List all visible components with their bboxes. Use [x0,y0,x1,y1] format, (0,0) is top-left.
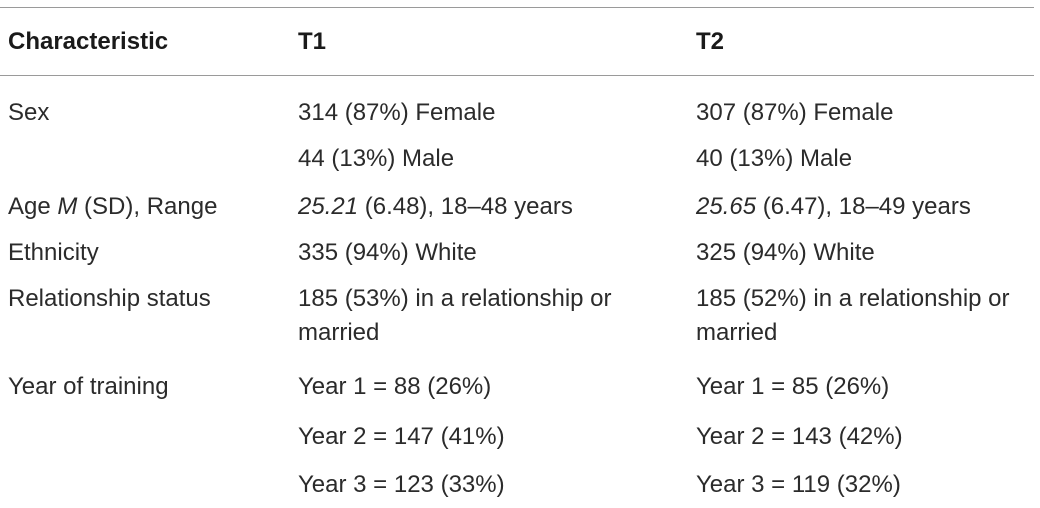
row-label: Age M (SD), Range [8,193,218,220]
table-row: Age M (SD), Range 25.21 (6.48), 18–48 ye… [0,184,1040,230]
table-top-rule [0,7,1034,8]
t2-value: Year 1 = 85 (26%) [696,373,890,400]
row-label: Relationship status [8,285,211,312]
t2-value: Year 2 = 143 (42%) [696,423,903,450]
t2-value: 40 (13%) Male [696,145,853,172]
t2-value: 25.65 (6.47), 18–49 years [696,193,971,220]
t2-value: 325 (94%) White [696,239,875,266]
t1-value: 44 (13%) Male [298,145,455,172]
table-header-row: Characteristic T1 T2 [0,20,1040,64]
table-row: Year 2 = 147 (41%) Year 2 = 143 (42%) [0,414,1040,462]
t1-value: 314 (87%) Female [298,99,496,126]
t1-value: Year 3 = 123 (33%) [298,471,505,498]
table-row: Ethnicity 335 (94%) White 325 (94%) Whit… [0,230,1040,276]
t2-value: Year 3 = 119 (32%) [696,471,901,498]
header-t2: T2 [696,28,725,55]
row-label: Sex [8,99,50,126]
table-header-rule [0,75,1034,76]
t2-value: 307 (87%) Female [696,99,894,126]
t1-value: Year 2 = 147 (41%) [298,423,505,450]
table-row: Sex 314 (87%) Female 307 (87%) Female [0,90,1040,136]
table-row: Year of training Year 1 = 88 (26%) Year … [0,364,1040,414]
t1-value: 185 (53%) in a relationship or married [298,285,612,346]
header-t1: T1 [298,28,327,55]
header-characteristic: Characteristic [8,28,169,55]
t1-value: 25.21 (6.48), 18–48 years [298,193,573,220]
table-row: Year 3 = 123 (33%) Year 3 = 119 (32%) [0,462,1040,508]
table-row: Relationship status 185 (53%) in a relat… [0,276,1040,364]
t1-value: 335 (94%) White [298,239,477,266]
t1-value: Year 1 = 88 (26%) [298,373,492,400]
table-body: Sex 314 (87%) Female 307 (87%) Female 44… [0,90,1040,508]
row-label: Year of training [8,373,169,400]
row-label: Ethnicity [8,239,99,266]
t2-value: 185 (52%) in a relationship or married [696,285,1010,346]
table-row: 44 (13%) Male 40 (13%) Male [0,136,1040,184]
